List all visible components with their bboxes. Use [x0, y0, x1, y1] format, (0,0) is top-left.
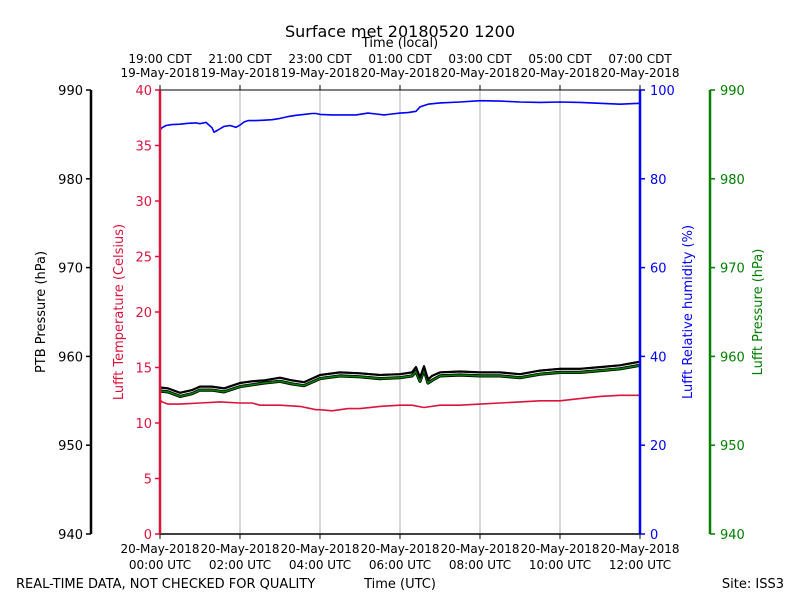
axis-label-humidity: Lufft Relative humidity (%) — [681, 225, 696, 399]
top-tick-label-date: 20-May-2018 — [600, 66, 679, 80]
humidity-tick-label: 20 — [650, 439, 667, 454]
x-tick-label-date: 20-May-2018 — [120, 542, 199, 556]
top-tick-label-date: 20-May-2018 — [360, 66, 439, 80]
x-tick-label-time: 10:00 UTC — [529, 558, 591, 572]
x-tick-label-date: 20-May-2018 — [520, 542, 599, 556]
x-tick-label-date: 20-May-2018 — [360, 542, 439, 556]
top-tick-label-time: 19:00 CDT — [128, 52, 192, 66]
ptb-pressure-tick-label: 960 — [58, 350, 83, 365]
top-tick-label-date: 20-May-2018 — [440, 66, 519, 80]
top-tick-label-time: 05:00 CDT — [528, 52, 592, 66]
axis-label-ptb-pressure: PTB Pressure (hPa) — [34, 251, 49, 373]
series-lines — [159, 99, 641, 412]
axis-label-temperature: Lufft Temperature (Celsius) — [112, 224, 127, 400]
series-lufft-temperature — [159, 394, 640, 412]
x-tick-label-date: 20-May-2018 — [440, 542, 519, 556]
top-tick-label-time: 21:00 CDT — [208, 52, 272, 66]
x-tick-label-time: 12:00 UTC — [609, 558, 671, 572]
x-tick-label-time: 00:00 UTC — [129, 558, 191, 572]
temperature-tick-label: 15 — [135, 362, 152, 377]
x-tick-label-date: 20-May-2018 — [280, 542, 359, 556]
x-tick-label-time: 06:00 UTC — [369, 558, 431, 572]
x-tick-label-time: 08:00 UTC — [449, 558, 511, 572]
lufft-pressure-tick-label: 970 — [720, 262, 745, 277]
series-lufft-pressure — [159, 364, 641, 398]
lufft-pressure-tick-label: 980 — [720, 173, 745, 188]
ptb-pressure-tick-label: 940 — [58, 528, 83, 543]
top-tick-label-date: 19-May-2018 — [200, 66, 279, 80]
temperature-tick-label: 40 — [135, 84, 152, 99]
temperature-tick-label: 10 — [135, 417, 152, 432]
top-tick-label-time: 23:00 CDT — [288, 52, 352, 66]
top-tick-label-date: 19-May-2018 — [120, 66, 199, 80]
x-tick-label-time: 04:00 UTC — [289, 558, 351, 572]
top-tick-label-time: 01:00 CDT — [368, 52, 432, 66]
temperature-tick-label: 30 — [135, 195, 152, 210]
footer-quality-note: REAL-TIME DATA, NOT CHECKED FOR QUALITY — [16, 577, 315, 592]
humidity-tick-label: 100 — [650, 84, 675, 99]
x-tick-label-date: 20-May-2018 — [600, 542, 679, 556]
axis-label-lufft-pressure: Lufft Pressure (hPa) — [751, 249, 766, 376]
lufft-pressure-tick-label: 940 — [720, 528, 745, 543]
ptb-pressure-tick-label: 950 — [58, 439, 83, 454]
temperature-tick-label: 25 — [135, 251, 152, 266]
humidity-tick-label: 80 — [650, 173, 667, 188]
series-ptb-pressure — [159, 360, 641, 394]
lufft-pressure-tick-label: 960 — [720, 350, 745, 365]
temperature-tick-label: 0 — [144, 528, 152, 543]
vertical-gridlines — [239, 90, 561, 534]
humidity-tick-label: 60 — [650, 262, 667, 277]
series-lufft-relative-humidity — [159, 99, 641, 133]
temperature-tick-label: 5 — [144, 473, 152, 488]
temperature-tick-label: 20 — [135, 306, 152, 321]
top-axis-label: Time (local) — [361, 36, 438, 51]
footer-site: Site: ISS3 — [722, 577, 784, 592]
bottom-axis-label: Time (UTC) — [363, 577, 436, 592]
x-tick-label-time: 02:00 UTC — [209, 558, 271, 572]
top-tick-label-date: 20-May-2018 — [520, 66, 599, 80]
humidity-tick-label: 0 — [650, 528, 658, 543]
top-tick-label-date: 19-May-2018 — [280, 66, 359, 80]
top-tick-label-time: 03:00 CDT — [448, 52, 512, 66]
temperature-tick-label: 35 — [135, 140, 152, 155]
ptb-pressure-tick-label: 970 — [58, 262, 83, 277]
ptb-pressure-tick-label: 990 — [58, 84, 83, 99]
humidity-tick-label: 40 — [650, 350, 667, 365]
ptb-pressure-tick-label: 980 — [58, 173, 83, 188]
lufft-pressure-tick-label: 990 — [720, 84, 745, 99]
lufft-pressure-tick-label: 950 — [720, 439, 745, 454]
chart-title: Surface met 20180520 1200 — [285, 22, 515, 41]
tick-labels: 940 950 960 970 980 990 0 5 10 15 20 25 30 35 40 0 20 40 6… — [58, 52, 745, 572]
top-tick-label-time: 07:00 CDT — [608, 52, 672, 66]
x-tick-label-date: 20-May-2018 — [200, 542, 279, 556]
